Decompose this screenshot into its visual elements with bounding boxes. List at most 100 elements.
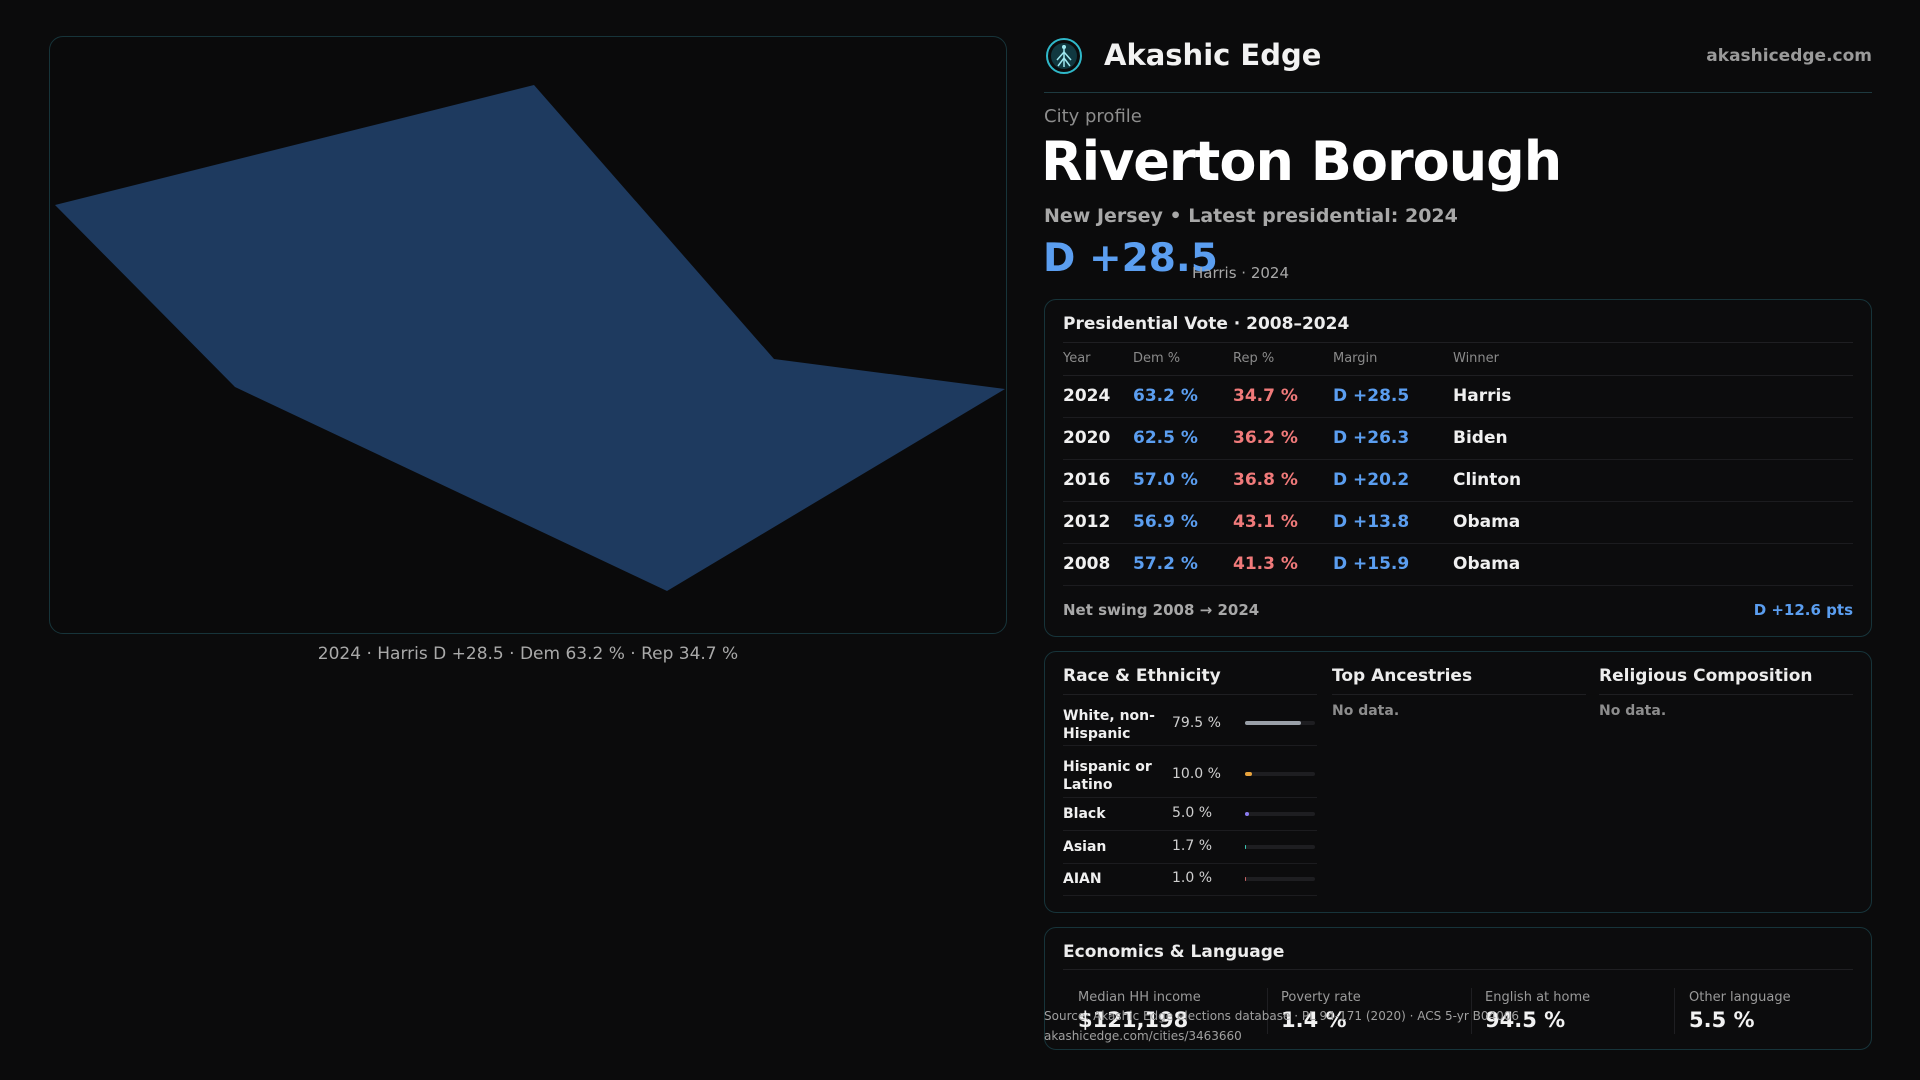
map-caption: 2024 · Harris D +28.5 · Dem 63.2 % · Rep…: [317, 644, 739, 664]
race-row: White, non-Hispanic 79.5 %: [1063, 695, 1317, 746]
ancestries-title: Top Ancestries: [1332, 666, 1586, 695]
race-label: AIAN: [1063, 871, 1102, 887]
race-row: Black 5.0 %: [1063, 798, 1317, 831]
race-row: Hispanic or Latino 10.0 %: [1063, 746, 1317, 798]
divider: [1674, 988, 1675, 1034]
race-ethnicity-section: Race & Ethnicity White, non-Hispanic 79.…: [1063, 666, 1317, 896]
table-row: 2008 57.2 % 41.3 % D +15.9 Obama: [1063, 544, 1853, 586]
source-footer: Source: Akashic Edge elections database …: [1044, 1006, 1519, 1046]
table-row: 2012 56.9 % 43.1 % D +13.8 Obama: [1063, 502, 1853, 544]
race-row: AIAN 1.0 %: [1063, 864, 1317, 896]
city-boundary-map[interactable]: [50, 37, 1007, 634]
cell-dem: 62.5 %: [1133, 428, 1198, 448]
econ-title: Economics & Language: [1063, 942, 1285, 962]
table-row: 2016 57.0 % 36.8 % D +20.2 Clinton: [1063, 460, 1853, 502]
cell-year: 2016: [1063, 470, 1111, 490]
race-label: Hispanic or Latino: [1063, 759, 1152, 793]
race-value: 10.0 %: [1172, 766, 1221, 782]
stat-value: 1.4 %: [1281, 1008, 1347, 1032]
cell-winner: Obama: [1453, 512, 1521, 532]
col-rep: Rep %: [1233, 351, 1275, 366]
demographics-card: Race & Ethnicity White, non-Hispanic 79.…: [1044, 651, 1872, 913]
col-year: Year: [1063, 351, 1091, 366]
net-swing-label: Net swing 2008 → 2024: [1063, 601, 1260, 619]
vote-table: Year Dem % Rep % Margin Winner 2024 63.2…: [1063, 342, 1853, 586]
ancestries-nodata: No data.: [1332, 703, 1400, 719]
col-dem: Dem %: [1133, 351, 1181, 366]
vote-table-header: Year Dem % Rep % Margin Winner: [1063, 342, 1853, 376]
race-value: 79.5 %: [1172, 715, 1221, 731]
col-margin: Margin: [1333, 351, 1378, 366]
cell-year: 2012: [1063, 512, 1111, 532]
stat-median-income: Median HH income $121,198: [1078, 990, 1268, 1032]
brand-name: Akashic Edge: [1104, 38, 1322, 72]
tree-of-life-logo-icon: [1044, 36, 1084, 76]
city-subtitle: New Jersey • Latest presidential: 2024: [1044, 205, 1458, 227]
cell-rep: 36.2 %: [1233, 428, 1298, 448]
latest-margin: D +28.5: [1043, 236, 1218, 281]
ancestries-section: Top Ancestries No data.: [1332, 666, 1586, 719]
vote-card-title: Presidential Vote · 2008–2024: [1063, 314, 1350, 334]
col-winner: Winner: [1453, 351, 1500, 366]
page-title: Riverton Borough: [1041, 130, 1562, 193]
economics-card: Economics & Language Median HH income $1…: [1044, 927, 1872, 1050]
cell-margin: D +15.9: [1333, 554, 1410, 574]
race-bar-fill: [1245, 877, 1247, 881]
table-row: 2024 63.2 % 34.7 % D +28.5 Harris: [1063, 376, 1853, 418]
race-bar-fill: [1245, 845, 1247, 849]
site-domain-link[interactable]: akashicedge.com: [1706, 46, 1872, 66]
cell-winner: Clinton: [1453, 470, 1522, 490]
religion-section: Religious Composition No data.: [1599, 666, 1853, 719]
race-value: 1.7 %: [1172, 838, 1213, 854]
divider: [1063, 969, 1853, 970]
race-row: Asian 1.7 %: [1063, 831, 1317, 864]
cell-year: 2020: [1063, 428, 1111, 448]
table-row: 2020 62.5 % 36.2 % D +26.3 Biden: [1063, 418, 1853, 460]
cell-year: 2008: [1063, 554, 1111, 574]
profile-label: City profile: [1044, 106, 1142, 127]
cell-rep: 43.1 %: [1233, 512, 1298, 532]
cell-rep: 41.3 %: [1233, 554, 1298, 574]
presidential-vote-card: Presidential Vote · 2008–2024 Year Dem %…: [1044, 299, 1872, 637]
stat-value: $121,198: [1078, 1008, 1189, 1032]
race-label: Black: [1063, 806, 1106, 822]
stat-other-language: Other language 5.5 %: [1689, 990, 1879, 1032]
stat-value: 5.5 %: [1689, 1008, 1755, 1032]
cell-dem: 57.0 %: [1133, 470, 1198, 490]
race-bar: [1245, 877, 1315, 881]
divider: [1267, 988, 1268, 1034]
net-swing-value: D +12.6 pts: [1753, 601, 1853, 619]
cell-margin: D +13.8: [1333, 512, 1410, 532]
cell-winner: Harris: [1453, 386, 1512, 406]
header: Akashic Edge akashicedge.com: [1044, 36, 1872, 93]
cell-dem: 57.2 %: [1133, 554, 1198, 574]
source-text: Source: Akashic Edge elections database …: [1044, 1009, 1520, 1023]
city-boundary-shape[interactable]: [55, 85, 1005, 591]
religion-nodata: No data.: [1599, 703, 1667, 719]
stat-label: Other language: [1689, 990, 1791, 1005]
source-url-link[interactable]: akashicedge.com/cities/3463660: [1044, 1029, 1242, 1043]
stat-poverty-rate: Poverty rate 1.4 %: [1281, 990, 1471, 1032]
stat-label: Median HH income: [1078, 990, 1201, 1005]
cell-rep: 34.7 %: [1233, 386, 1298, 406]
cell-dem: 63.2 %: [1133, 386, 1198, 406]
race-title: Race & Ethnicity: [1063, 666, 1317, 695]
cell-margin: D +20.2: [1333, 470, 1410, 490]
cell-winner: Obama: [1453, 554, 1521, 574]
stat-english-at-home: English at home 94.5 %: [1485, 990, 1675, 1032]
race-bar-fill: [1245, 812, 1249, 816]
cell-margin: D +26.3: [1333, 428, 1410, 448]
race-bar: [1245, 845, 1315, 849]
map-panel[interactable]: [49, 36, 1007, 634]
stat-label: Poverty rate: [1281, 990, 1361, 1005]
race-value: 5.0 %: [1172, 805, 1213, 821]
race-label: White, non-Hispanic: [1063, 708, 1155, 742]
race-bar: [1245, 772, 1315, 776]
race-bar: [1245, 812, 1315, 816]
cell-dem: 56.9 %: [1133, 512, 1198, 532]
divider: [1471, 988, 1472, 1034]
race-bar-fill: [1245, 721, 1301, 725]
race-label: Asian: [1063, 839, 1107, 855]
race-bar-fill: [1245, 772, 1252, 776]
stat-label: English at home: [1485, 990, 1591, 1005]
